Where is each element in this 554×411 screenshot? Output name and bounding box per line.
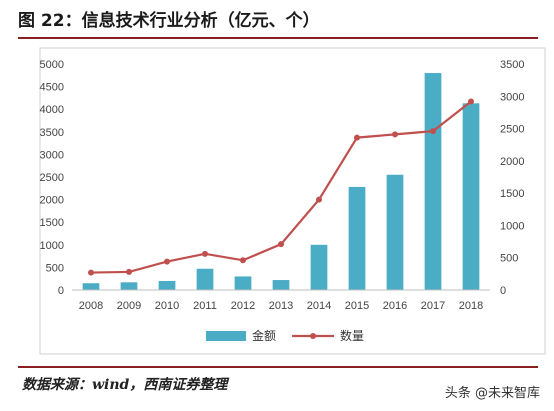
left-tick-label: 500 xyxy=(46,262,64,274)
right-tick-label: 0 xyxy=(500,285,506,297)
legend: 金额 数量 xyxy=(206,328,364,343)
bar xyxy=(158,280,176,290)
bar xyxy=(272,280,290,290)
bar xyxy=(424,73,442,290)
watermark: 头条 @未来智库 xyxy=(444,386,540,401)
bar xyxy=(120,282,138,290)
bar xyxy=(462,103,480,290)
figure-title: 图 22：信息技术行业分析（亿元、个） xyxy=(18,11,320,31)
left-tick-label: 4500 xyxy=(40,82,64,94)
x-tick-label: 2012 xyxy=(231,300,255,312)
right-tick-label: 1000 xyxy=(500,220,524,232)
legend-bar-label: 金额 xyxy=(252,328,276,343)
line-point xyxy=(316,196,322,203)
left-tick-label: 4000 xyxy=(40,104,64,116)
line-point xyxy=(164,258,170,265)
line-series xyxy=(88,98,474,276)
x-tick-label: 2009 xyxy=(117,300,141,312)
x-tick-label: 2010 xyxy=(155,300,179,312)
bar-series xyxy=(82,73,480,290)
legend-bar-swatch xyxy=(206,331,246,341)
right-tick-label: 3000 xyxy=(500,91,524,103)
line-point xyxy=(354,134,360,141)
x-tick-label: 2008 xyxy=(79,300,103,312)
left-tick-label: 3000 xyxy=(40,149,64,161)
right-tick-label: 500 xyxy=(500,253,518,265)
line-point xyxy=(88,269,94,276)
bar xyxy=(386,174,404,290)
right-tick-label: 2500 xyxy=(500,124,524,136)
line-point xyxy=(278,241,284,248)
x-axis: 2008 2009 2010 2011 2012 2013 2014 2015 2016 2017… xyxy=(79,300,483,312)
x-tick-label: 2016 xyxy=(383,300,407,312)
line-point xyxy=(430,128,436,135)
right-tick-label: 2000 xyxy=(500,156,524,168)
left-tick-label: 1000 xyxy=(40,240,64,252)
legend-line-label: 数量 xyxy=(340,328,364,343)
left-tick-label: 3500 xyxy=(40,127,64,139)
chart: 0500100015002000250030003500400045005000… xyxy=(39,47,546,355)
x-tick-label: 2018 xyxy=(459,300,483,312)
left-tick-label: 2000 xyxy=(40,195,64,207)
x-tick-label: 2015 xyxy=(345,300,369,312)
x-tick-label: 2013 xyxy=(269,300,293,312)
plot-frame xyxy=(39,47,546,355)
line-point xyxy=(240,257,246,264)
x-tick-label: 2017 xyxy=(421,300,445,312)
bar xyxy=(234,276,252,290)
line-point xyxy=(126,268,132,275)
bar xyxy=(82,283,100,290)
x-tick-label: 2011 xyxy=(193,300,217,312)
left-tick-label: 2500 xyxy=(40,172,64,184)
legend-line-marker xyxy=(310,333,316,339)
source-note: 数据来源：wind，西南证券整理 xyxy=(22,377,228,393)
footer-divider xyxy=(18,366,538,368)
left-axis: 0 500 1000 1500 2000 2500 3000 3500 4000 4500 5000 xyxy=(40,59,64,297)
bar xyxy=(196,268,214,290)
line-point xyxy=(392,131,398,138)
right-tick-label: 3500 xyxy=(500,59,524,71)
line-point xyxy=(202,250,208,257)
right-axis: 0 500 1000 1500 2000 2500 3000 3500 xyxy=(500,59,524,297)
bar xyxy=(310,244,328,290)
title-divider xyxy=(18,37,538,39)
bar xyxy=(348,186,366,290)
left-tick-label: 1500 xyxy=(40,217,64,229)
line-point xyxy=(468,98,474,105)
left-tick-label: 5000 xyxy=(40,59,64,71)
x-tick-label: 2014 xyxy=(307,300,331,312)
left-tick-label: 0 xyxy=(58,285,64,297)
right-tick-label: 1500 xyxy=(500,188,524,200)
